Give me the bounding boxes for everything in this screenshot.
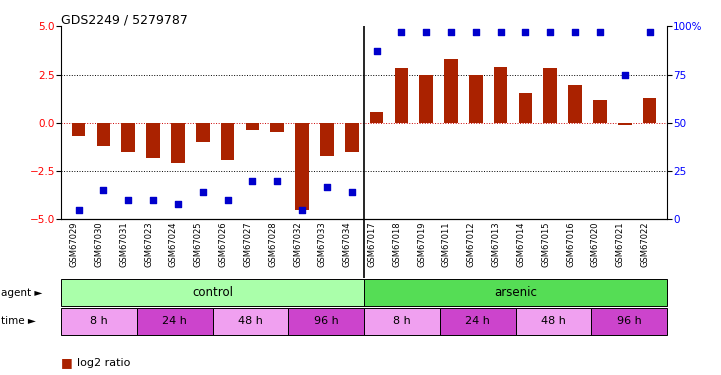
Text: GSM67028: GSM67028 xyxy=(268,221,278,267)
Point xyxy=(222,197,234,203)
Point xyxy=(371,48,382,54)
Text: GSM67032: GSM67032 xyxy=(293,221,302,267)
Bar xyxy=(544,68,557,123)
Bar xyxy=(370,112,384,123)
Bar xyxy=(420,75,433,123)
Text: agent ►: agent ► xyxy=(1,288,43,298)
Text: GSM67021: GSM67021 xyxy=(616,221,624,267)
Text: 48 h: 48 h xyxy=(541,316,566,326)
Point xyxy=(123,197,134,203)
Point xyxy=(445,29,456,35)
Bar xyxy=(171,123,185,164)
Point xyxy=(619,72,630,78)
Text: GSM67027: GSM67027 xyxy=(244,221,252,267)
Text: GSM67030: GSM67030 xyxy=(94,221,104,267)
Bar xyxy=(444,59,458,123)
Bar xyxy=(295,123,309,210)
Text: 24 h: 24 h xyxy=(465,316,490,326)
Text: ■: ■ xyxy=(61,357,73,369)
Text: GSM67026: GSM67026 xyxy=(218,221,228,267)
Text: 8 h: 8 h xyxy=(393,316,411,326)
Bar xyxy=(146,123,160,158)
Text: GSM67024: GSM67024 xyxy=(169,221,178,267)
Point xyxy=(98,188,110,194)
Point xyxy=(197,189,208,195)
Bar xyxy=(364,308,440,335)
Bar xyxy=(591,308,667,335)
Bar xyxy=(196,123,210,142)
Bar xyxy=(345,123,358,152)
Bar xyxy=(394,68,408,123)
Bar xyxy=(593,100,607,123)
Text: GSM67015: GSM67015 xyxy=(541,221,550,267)
Point xyxy=(296,207,308,213)
Text: GSM67013: GSM67013 xyxy=(492,221,500,267)
Text: GSM67034: GSM67034 xyxy=(342,221,352,267)
Text: GSM67020: GSM67020 xyxy=(591,221,600,267)
Text: GSM67029: GSM67029 xyxy=(70,221,79,267)
Text: GDS2249 / 5279787: GDS2249 / 5279787 xyxy=(61,13,188,26)
Bar xyxy=(469,75,482,123)
Bar xyxy=(246,123,260,130)
Point xyxy=(594,29,606,35)
Bar xyxy=(137,308,213,335)
Text: GSM67025: GSM67025 xyxy=(194,221,203,267)
Text: GSM67012: GSM67012 xyxy=(466,221,476,267)
Text: GSM67018: GSM67018 xyxy=(392,221,402,267)
Text: time ►: time ► xyxy=(1,316,36,326)
Text: 96 h: 96 h xyxy=(314,316,339,326)
Bar xyxy=(518,93,532,123)
Text: GSM67014: GSM67014 xyxy=(516,221,526,267)
Text: GSM67023: GSM67023 xyxy=(144,221,153,267)
Bar xyxy=(568,85,582,123)
Point xyxy=(495,29,506,35)
Bar xyxy=(642,98,656,123)
Bar xyxy=(121,123,135,152)
Point xyxy=(420,29,432,35)
Point xyxy=(172,201,184,207)
Bar xyxy=(61,279,364,306)
Bar xyxy=(221,123,234,160)
Bar xyxy=(494,67,508,123)
Point xyxy=(396,29,407,35)
Text: 48 h: 48 h xyxy=(238,316,263,326)
Text: GSM67017: GSM67017 xyxy=(368,221,376,267)
Bar xyxy=(270,123,284,132)
Text: 96 h: 96 h xyxy=(616,316,642,326)
Point xyxy=(147,197,159,203)
Text: GSM67031: GSM67031 xyxy=(119,221,128,267)
Bar xyxy=(440,308,516,335)
Bar xyxy=(320,123,334,156)
Text: GSM67016: GSM67016 xyxy=(566,221,575,267)
Bar xyxy=(618,123,632,125)
Point xyxy=(73,207,84,213)
Text: GSM67019: GSM67019 xyxy=(417,221,426,267)
Point xyxy=(570,29,581,35)
Text: GSM67011: GSM67011 xyxy=(442,221,451,267)
Bar xyxy=(516,308,591,335)
Text: log2 ratio: log2 ratio xyxy=(77,358,131,368)
Point xyxy=(346,189,358,195)
Point xyxy=(644,29,655,35)
Point xyxy=(470,29,482,35)
Text: 24 h: 24 h xyxy=(162,316,187,326)
Bar xyxy=(97,123,110,146)
Text: GSM67022: GSM67022 xyxy=(640,221,650,267)
Bar xyxy=(72,123,86,136)
Point xyxy=(272,178,283,184)
Bar xyxy=(364,279,667,306)
Point xyxy=(321,183,332,189)
Bar xyxy=(288,308,364,335)
Text: arsenic: arsenic xyxy=(494,286,537,299)
Point xyxy=(520,29,531,35)
Text: 8 h: 8 h xyxy=(90,316,108,326)
Bar xyxy=(213,308,288,335)
Bar xyxy=(61,308,137,335)
Text: GSM67033: GSM67033 xyxy=(318,221,327,267)
Text: control: control xyxy=(193,286,233,299)
Point xyxy=(247,178,258,184)
Point xyxy=(544,29,556,35)
